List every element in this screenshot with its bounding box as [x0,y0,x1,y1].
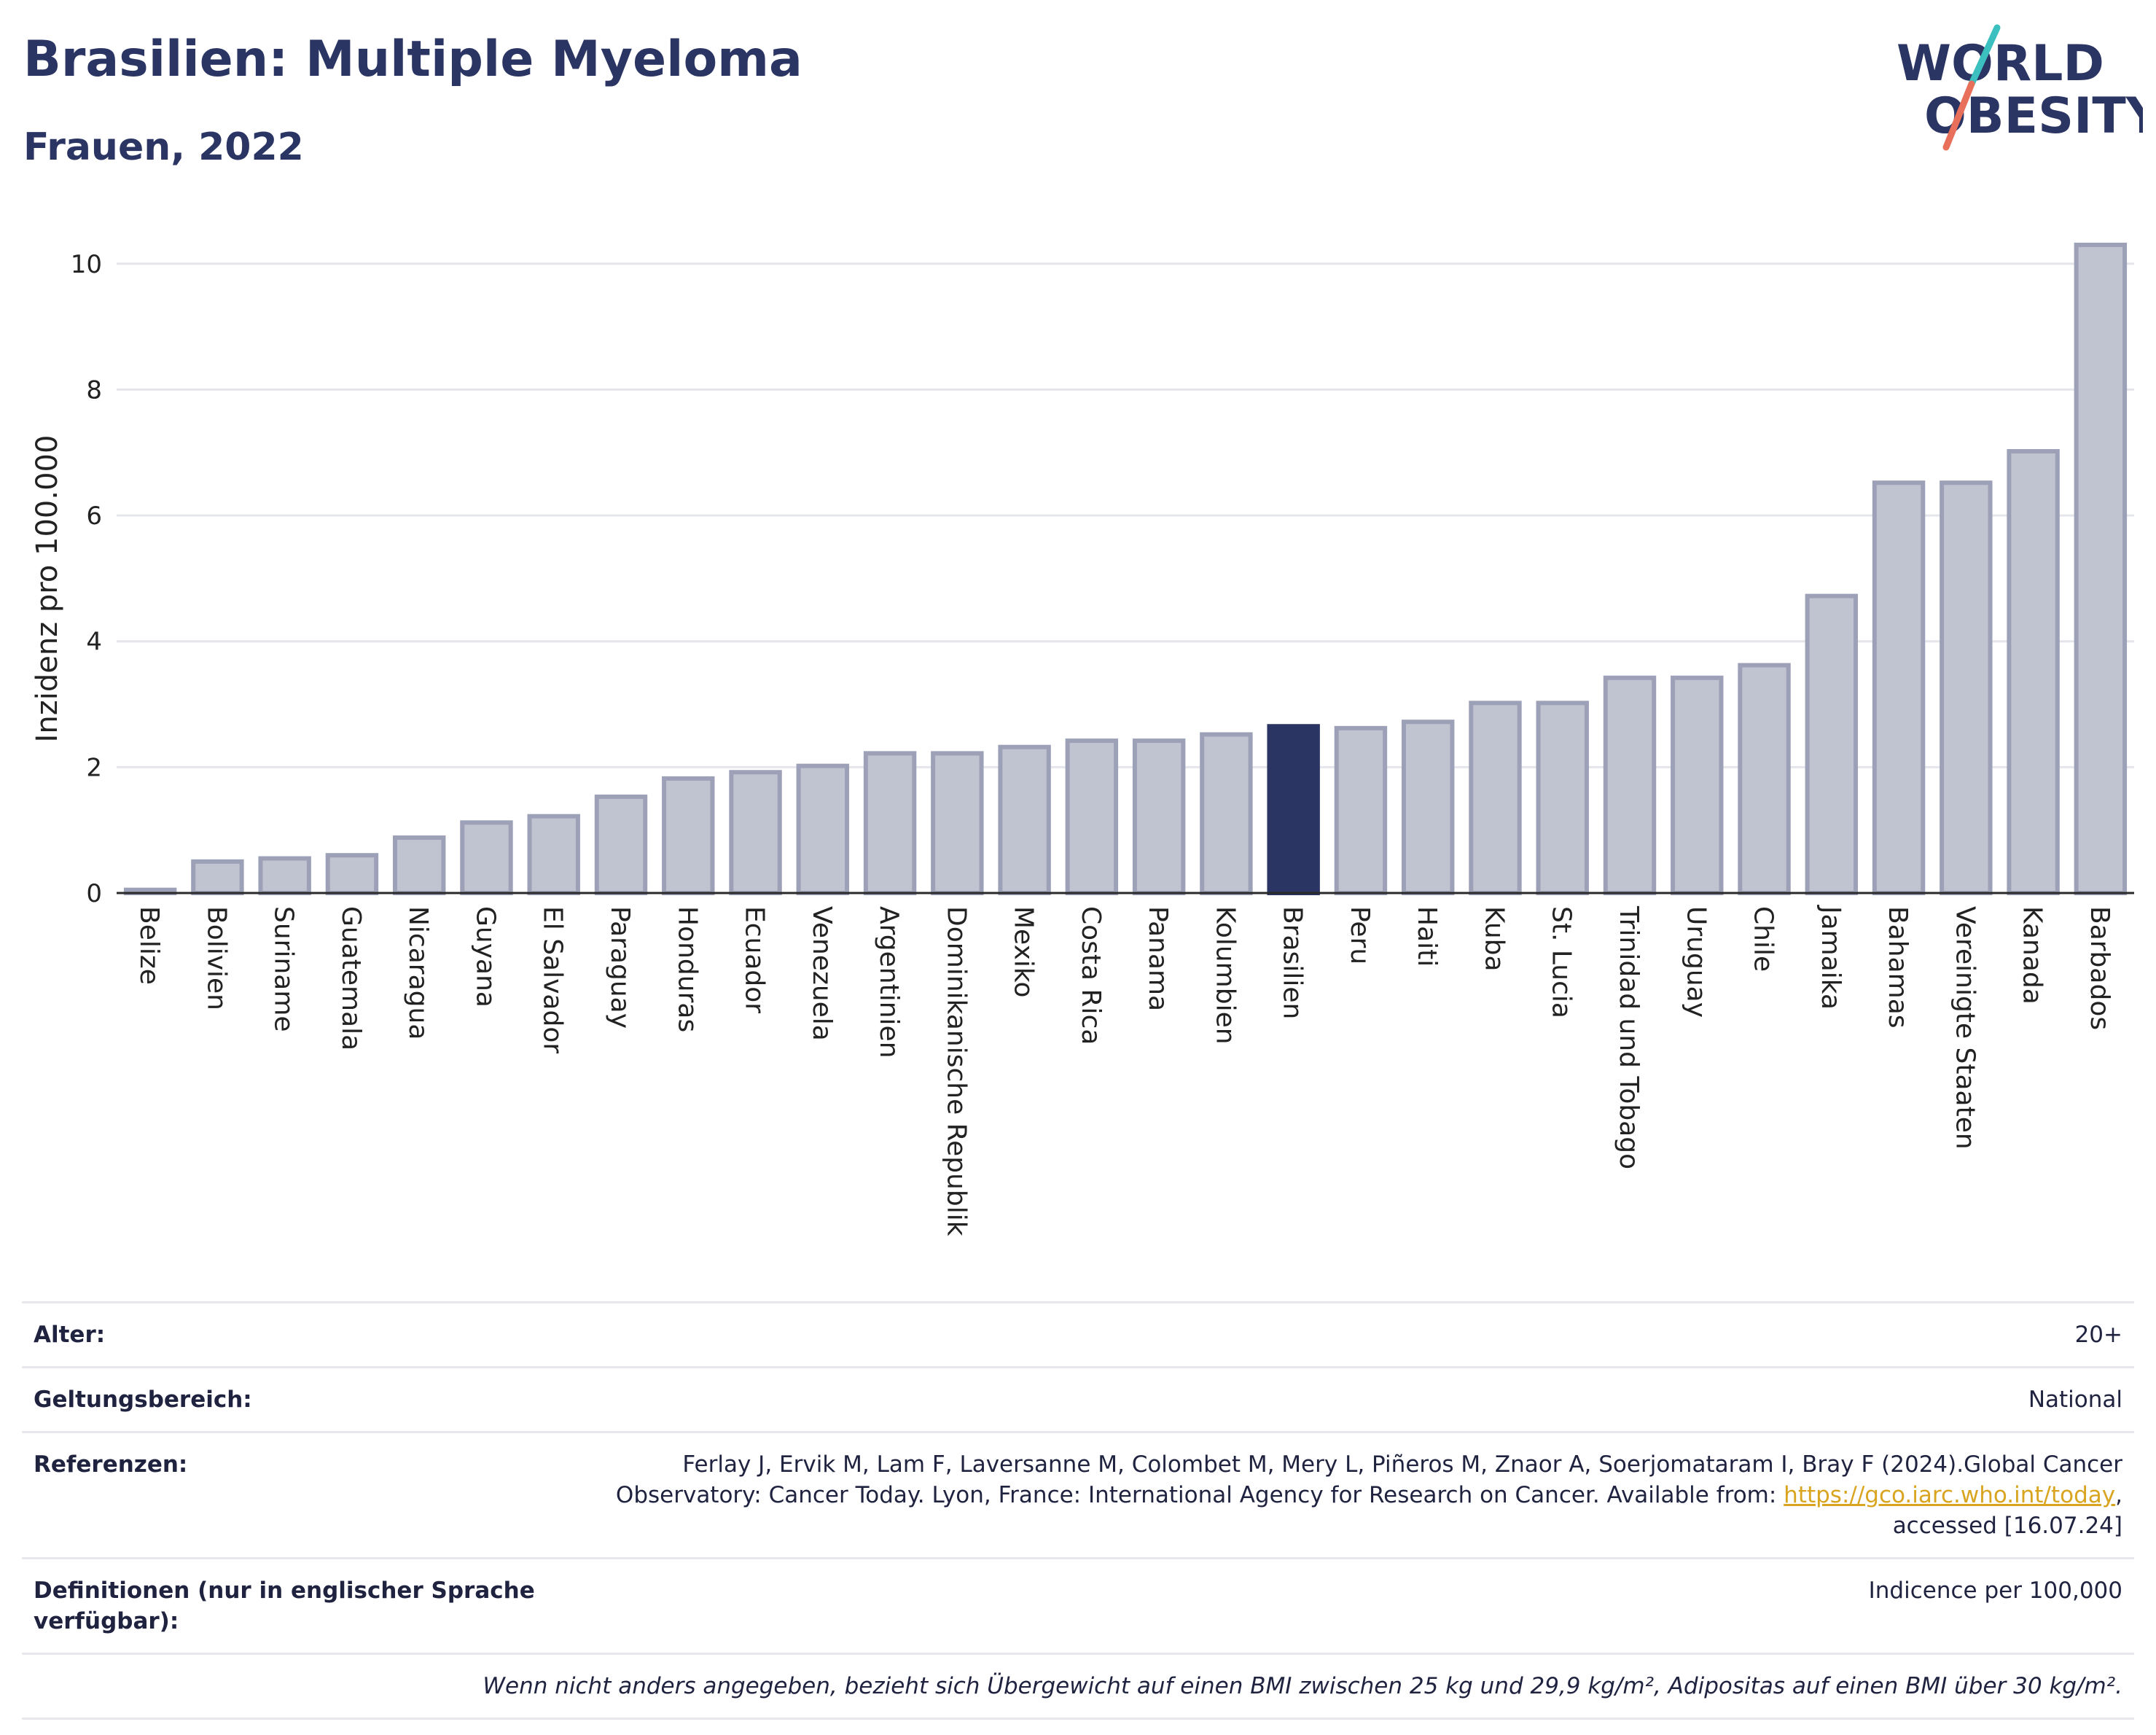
x-tick-label: Nicaragua [403,906,433,1040]
meta-row-references: Referenzen: Ferlay J, Ervik M, Lam F, La… [22,1431,2134,1557]
x-tick-label: Venezuela [807,906,837,1041]
x-tick-label: Dominikanische Republik [941,906,971,1236]
x-tick-label: Bahamas [1883,906,1913,1029]
page-subtitle: Frauen, 2022 [23,125,304,169]
y-axis-ticks: 0 2 4 6 8 10 [71,250,102,908]
x-tick-label: Panama [1143,906,1173,1011]
bar-dominikanische-republik [931,751,984,895]
bar-venezuela [796,763,850,895]
meta-row-scope: Geltungsbereich: National [22,1366,2134,1431]
x-tick-label: Argentinien [874,906,904,1058]
x-tick-label: Honduras [672,906,702,1032]
x-tick-label: Peru [1345,906,1375,964]
metadata-table: Alter: 20+ Geltungsbereich: National Ref… [22,1301,2134,1720]
x-tick-label: Mexiko [1009,906,1039,997]
bar-bahamas [1872,480,1926,896]
bmi-note: Wenn nicht anders angegeben, bezieht sic… [483,1673,2122,1699]
bar-uruguay [1671,675,1724,895]
bar-trinidad-und-tobago [1603,675,1657,895]
bar-chart: 0 2 4 6 8 10 Belize Bolivien Suriname Guatemala N… [31,242,2134,1236]
meta-key-definitions: Definitionen (nur in englischer Sprache … [34,1578,535,1634]
x-tick-label: Belize [134,906,164,985]
bar-panama [1132,738,1186,895]
logo-text-world: WORLD [1897,35,2104,93]
y-axis-label: Inzidenz pro 100.000 [31,435,64,743]
x-tick-label: El Salvador [538,906,568,1053]
x-tick-label: Brasilien [1278,906,1308,1019]
chart-bars [123,242,2128,896]
meta-value-definitions: Indicence per 100,000 [1868,1578,2122,1604]
meta-key-age: Alter: [34,1322,106,1348]
bar-nicaragua [392,835,446,895]
x-tick-label: Uruguay [1681,906,1711,1018]
x-tick-label: Suriname [269,906,299,1032]
y-tick-label: 0 [86,879,102,908]
meta-value-references: Ferlay J, Ervik M, Lam F, Laversanne M, … [587,1449,2122,1541]
y-tick-label: 4 [86,628,102,657]
meta-row-definitions: Definitionen (nur in englischer Sprache … [22,1557,2134,1653]
bar-suriname [258,856,311,895]
meta-row-note: Wenn nicht anders angegeben, bezieht sic… [22,1653,2134,1720]
world-obesity-logo: WORLD OBESITY [1897,24,2143,151]
bar-bolivien [191,859,244,895]
bar-argentinien [863,751,917,895]
bar-costa-rica [1065,738,1119,895]
bar-peru [1334,725,1388,895]
bar-haiti [1401,720,1455,895]
x-tick-label: Guyana [470,906,500,1007]
x-tick-label: Vereinigte Staaten [1950,906,1980,1150]
x-tick-label: Kuba [1479,906,1509,972]
x-axis-labels: Belize Bolivien Suriname Guatemala Nicaragua… [134,905,2114,1236]
meta-value-age: 20+ [2074,1322,2122,1348]
x-tick-label: Kanada [2018,906,2047,1005]
bar-paraguay [594,794,648,896]
bar-jamaika [1805,593,1859,895]
bar-brasilien [1267,724,1320,895]
reference-link[interactable]: https://gco.iarc.who.int/today [1784,1482,2116,1508]
bar-guatemala [325,853,379,895]
meta-value-scope: National [2028,1387,2122,1413]
bar-ecuador [729,770,782,896]
x-tick-label: Kolumbien [1210,906,1240,1045]
bar-el-salvador [527,814,580,895]
x-tick-label: Ecuador [740,906,770,1013]
x-tick-label: Chile [1749,906,1778,972]
bar-kuba [1469,701,1522,896]
bar-kanada [2007,449,2060,895]
bar-chile [1738,663,1791,895]
x-tick-label: Paraguay [605,906,635,1029]
y-tick-label: 6 [86,502,102,531]
x-tick-label: Trinidad und Tobago [1614,905,1644,1169]
y-tick-label: 8 [86,375,102,405]
bar-vereinigte-staaten [1940,480,1993,896]
reference-text-end: , accessed [16.07.24] [1892,1482,2122,1539]
x-tick-label: St. Lucia [1547,906,1577,1018]
y-tick-label: 10 [71,250,102,279]
page-title: Brasilien: Multiple Myeloma [23,31,802,88]
x-tick-label: Costa Rica [1076,906,1106,1045]
meta-key-references: Referenzen: [34,1451,188,1478]
meta-key-scope: Geltungsbereich: [34,1387,252,1413]
bar-st-lucia [1536,701,1589,896]
reference-text: Ferlay J, Ervik M, Lam F, Laversanne M, … [615,1451,2122,1508]
logo-slash-teal [1968,24,2001,87]
bar-mexiko [998,744,1051,895]
x-tick-label: Guatemala [336,906,366,1050]
y-tick-label: 2 [86,753,102,782]
logo-slash-red [1942,80,1975,151]
bar-honduras [662,776,715,896]
x-tick-label: Bolivien [201,906,231,1010]
bar-kolumbien [1200,732,1253,895]
x-tick-label: Barbados [2085,906,2114,1030]
x-tick-label: Jamaika [1816,905,1846,1010]
x-tick-label: Haiti [1412,906,1442,967]
bar-guyana [460,820,513,895]
bar-barbados [2074,242,2128,895]
meta-row-age: Alter: 20+ [22,1301,2134,1366]
